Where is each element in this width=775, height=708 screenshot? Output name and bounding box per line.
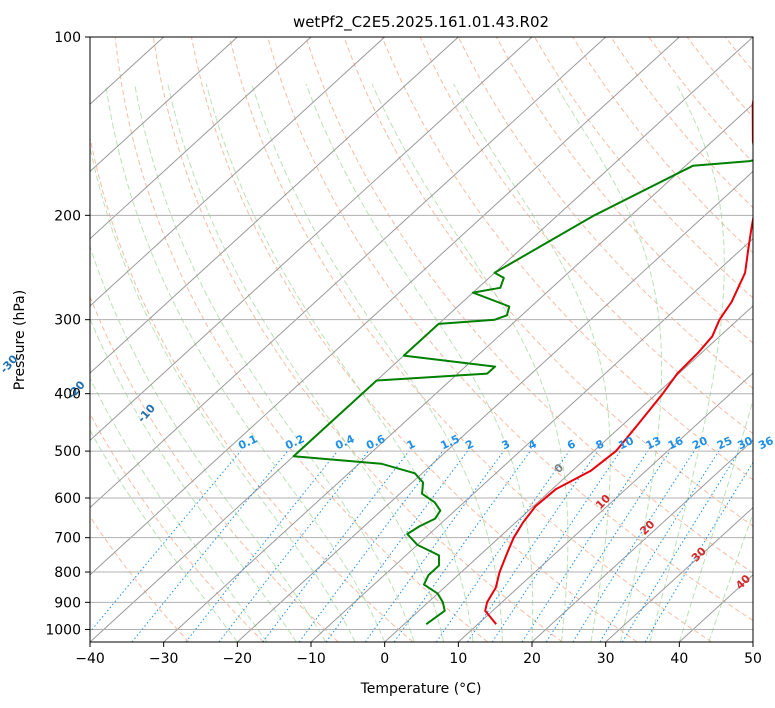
mixing-ratio-line bbox=[325, 450, 468, 642]
y-tick-label: 400 bbox=[54, 387, 81, 403]
isotherm bbox=[752, 641, 753, 642]
mixing-ratio-label: 30 bbox=[735, 434, 755, 452]
x-tick-label: −20 bbox=[223, 651, 253, 667]
dry-adiabat bbox=[763, 37, 775, 642]
mixing-ratio-label: 16 bbox=[666, 434, 686, 452]
mixing-ratio-line bbox=[90, 450, 242, 633]
y-tick-label: 100 bbox=[54, 30, 81, 46]
x-axis: −40 −30 −20 −10 0 10 20 30 40 50 bbox=[75, 642, 762, 667]
temperature-profile bbox=[484, 96, 753, 625]
mixing-ratio-line bbox=[393, 450, 531, 642]
mixing-ratio-line bbox=[572, 450, 695, 642]
isotherm bbox=[310, 237, 753, 642]
mixing-ratio-line bbox=[621, 450, 740, 642]
mixing-ratio-line bbox=[467, 450, 599, 642]
mixing-ratio-line bbox=[435, 450, 570, 642]
isotherm bbox=[90, 37, 312, 240]
moist-adiabat bbox=[90, 244, 327, 642]
isotherm bbox=[605, 506, 753, 642]
mixing-ratio-label: 10 bbox=[616, 434, 636, 452]
x-tick-label: 40 bbox=[670, 651, 688, 667]
isotherm bbox=[90, 37, 533, 442]
moist-adiabat bbox=[90, 377, 268, 642]
mixing-ratio-line bbox=[491, 450, 621, 642]
isotherm bbox=[90, 37, 680, 576]
mixing-ratio-label: 25 bbox=[715, 434, 734, 452]
chart-title: wetPf2_C2E5.2025.161.01.43.R02 bbox=[293, 13, 549, 32]
mixing-ratio-line bbox=[185, 450, 338, 642]
dry-adiabat bbox=[457, 37, 753, 389]
isotherm bbox=[531, 439, 753, 642]
dry-adiabat bbox=[419, 37, 753, 435]
x-tick-label: 30 bbox=[597, 651, 615, 667]
y-tick-label: 600 bbox=[54, 491, 81, 507]
dry-adiabat bbox=[305, 37, 753, 574]
mixing-ratio-label: 36 bbox=[756, 434, 775, 452]
isotherm bbox=[236, 170, 753, 642]
x-tick-label: 50 bbox=[744, 651, 762, 667]
sounding-series bbox=[292, 96, 753, 626]
dry-adiabat bbox=[229, 37, 712, 642]
x-tick-label: 20 bbox=[523, 651, 541, 667]
dry-adiabat bbox=[495, 37, 753, 344]
y-tick-label: 700 bbox=[54, 531, 81, 547]
mixing-ratio-line bbox=[545, 450, 671, 642]
isotherm bbox=[90, 37, 386, 307]
mixing-ratio-line bbox=[298, 450, 444, 642]
dewpoint-profile bbox=[292, 159, 753, 626]
y-tick-label: 200 bbox=[54, 208, 81, 224]
isotherm bbox=[90, 37, 238, 173]
dry-adiabat bbox=[381, 37, 753, 481]
moist-adiabat bbox=[251, 83, 503, 642]
isotherm bbox=[384, 305, 753, 642]
moist-adiabat bbox=[205, 83, 474, 642]
dry-adiabat bbox=[534, 37, 753, 299]
isotherm bbox=[90, 37, 607, 509]
x-tick-label: 10 bbox=[449, 651, 467, 667]
mixing-ratio-line bbox=[131, 450, 288, 642]
mixing-ratio-line bbox=[262, 450, 410, 642]
y-axis: 100 200 300 400 500 600 700 800 900 1000 bbox=[45, 30, 90, 638]
y-tick-label: 900 bbox=[54, 595, 81, 611]
moist-adiabat bbox=[167, 83, 445, 642]
dry-adiabat bbox=[114, 37, 488, 642]
dry-adiabat bbox=[90, 412, 264, 642]
moist-adiabat bbox=[305, 83, 534, 642]
moist-adiabat bbox=[678, 398, 753, 642]
x-tick-label: −40 bbox=[75, 651, 105, 667]
dry-adiabat bbox=[267, 37, 753, 622]
y-tick-label: 1000 bbox=[45, 622, 81, 638]
dry-adiabat bbox=[190, 37, 638, 642]
y-tick-label: 500 bbox=[54, 444, 81, 460]
moist-adiabat bbox=[453, 83, 611, 642]
background-lines bbox=[90, 37, 775, 642]
plot-frame bbox=[89, 36, 754, 643]
moist-adiabat bbox=[649, 83, 725, 642]
dry-adiabat bbox=[152, 37, 563, 642]
y-axis-label: Pressure (hPa) bbox=[12, 290, 28, 390]
y-tick-label: 300 bbox=[54, 313, 81, 329]
x-tick-label: −10 bbox=[296, 651, 326, 667]
isotherm bbox=[90, 37, 459, 374]
mixing-ratio-line bbox=[521, 450, 649, 642]
x-axis-label: Temperature (°C) bbox=[360, 681, 482, 697]
moist-adiabat bbox=[371, 83, 569, 642]
x-tick-label: −30 bbox=[149, 651, 179, 667]
isotherm bbox=[457, 372, 753, 642]
dry-adiabat bbox=[343, 37, 753, 527]
mixing-ratio-label: 13 bbox=[644, 434, 663, 452]
moist-adiabat bbox=[90, 317, 297, 642]
mixing-ratio-line bbox=[364, 450, 505, 642]
isotherm bbox=[163, 103, 753, 642]
moist-adiabat bbox=[105, 83, 386, 642]
x-tick-label: 0 bbox=[380, 651, 389, 667]
mixing-ratio-label: 20 bbox=[690, 434, 710, 452]
moist-adiabat bbox=[554, 83, 663, 642]
y-tick-label: 800 bbox=[54, 565, 81, 581]
